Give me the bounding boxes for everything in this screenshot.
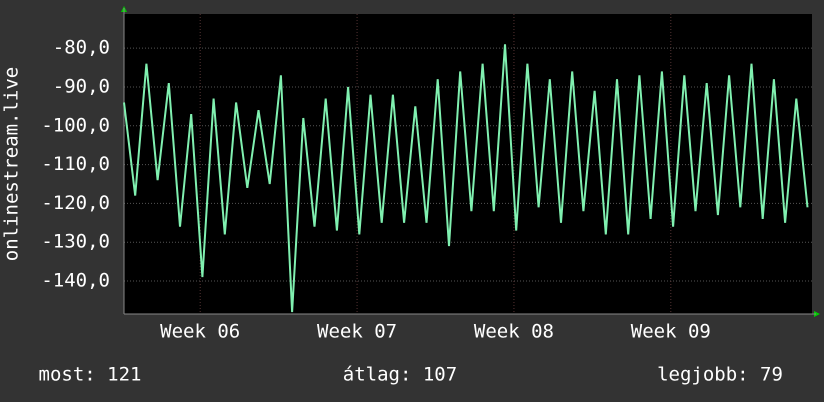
- y-tick-label: -100,0: [41, 114, 110, 136]
- y-tick-label: -80,0: [53, 37, 110, 59]
- footer-stat: átlag: 107: [343, 364, 457, 386]
- y-tick-label: -90,0: [53, 75, 110, 97]
- x-tick-label: Week 07: [317, 321, 397, 343]
- y-tick-label: -140,0: [41, 270, 110, 292]
- x-tick-label: Week 09: [631, 321, 711, 343]
- y-tick-label: -110,0: [41, 153, 110, 175]
- y-tick-label: -130,0: [41, 231, 110, 253]
- x-arrow: [814, 311, 820, 317]
- x-tick-label: Week 06: [160, 321, 240, 343]
- footer-stat: legjobb: 79: [657, 364, 783, 386]
- y-tick-label: -120,0: [41, 192, 110, 214]
- y-axis-label: onlinestream.live: [1, 67, 23, 261]
- data-line: [123, 44, 809, 313]
- footer-stat: most: 121: [39, 364, 142, 386]
- x-tick-label: Week 08: [474, 321, 554, 343]
